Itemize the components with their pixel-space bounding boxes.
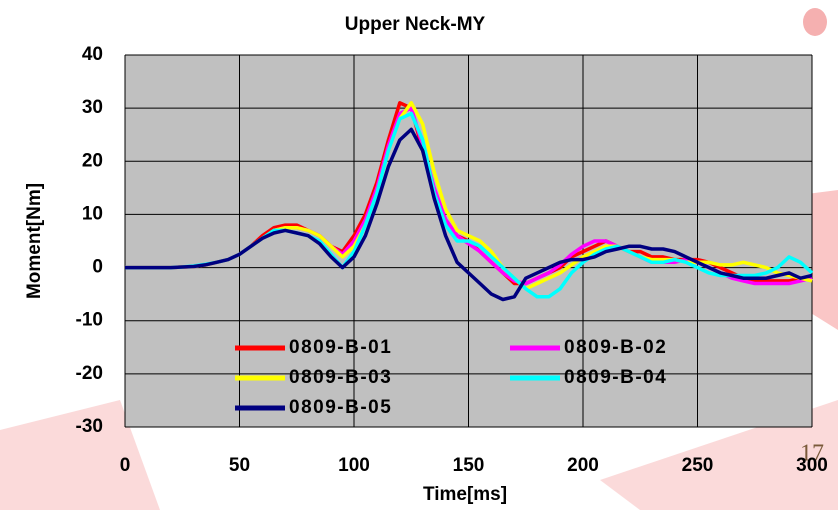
y-axis-title: Moment[Nm] <box>24 183 45 299</box>
y-tick-label: 20 <box>82 150 103 171</box>
series-line <box>125 127 813 302</box>
legend-label: 0809-B-04 <box>564 367 667 388</box>
chart-title: Upper Neck-MY <box>345 14 486 35</box>
x-tick-label: 50 <box>229 455 250 476</box>
y-tick-label: -30 <box>76 416 103 437</box>
y-tick-label: 40 <box>82 44 103 65</box>
y-tick-label: 0 <box>92 257 103 278</box>
x-tick-label: 300 <box>796 455 828 476</box>
legend-label: 0809-B-03 <box>289 367 392 388</box>
y-tick-label: 30 <box>82 97 103 118</box>
legend-label: 0809-B-05 <box>289 397 392 418</box>
legend-label: 0809-B-02 <box>564 337 667 358</box>
decoration <box>0 400 160 510</box>
x-tick-label: 0 <box>120 455 131 476</box>
x-tick-label: 200 <box>567 455 599 476</box>
decoration <box>803 8 827 36</box>
y-tick-label: -10 <box>76 310 103 331</box>
x-tick-label: 100 <box>338 455 370 476</box>
x-tick-label: 250 <box>682 455 714 476</box>
legend-label: 0809-B-01 <box>289 337 392 358</box>
y-tick-label: -20 <box>76 363 103 384</box>
x-tick-label: 150 <box>453 455 485 476</box>
y-tick-label: 10 <box>82 203 103 224</box>
x-axis-title: Time[ms] <box>423 484 507 505</box>
page-number: 17 <box>800 441 824 467</box>
